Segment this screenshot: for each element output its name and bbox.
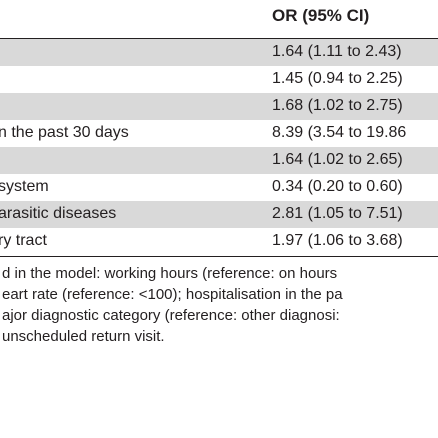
- header-rule: [0, 38, 438, 39]
- table-row: 1.64 (1.02 to 2.65): [0, 147, 438, 174]
- row-value: 1.68 (1.02 to 2.75): [272, 97, 403, 114]
- table-row: system 0.34 (0.20 to 0.60): [0, 174, 438, 201]
- row-value: 0.34 (0.20 to 0.60): [272, 178, 403, 195]
- row-label: n the past 30 days: [0, 124, 129, 141]
- row-value: 1.97 (1.06 to 3.68): [272, 232, 403, 249]
- row-label: ry tract: [0, 232, 47, 249]
- row-label: arasitic diseases: [0, 205, 117, 222]
- table-header: OR (95% CI): [0, 0, 438, 38]
- footnote-line: ajor diagnostic category (reference: oth…: [2, 307, 340, 324]
- footnote-line: eart rate (reference: <100); hospitalisa…: [2, 286, 343, 303]
- table-row: 1.68 (1.02 to 2.75): [0, 93, 438, 120]
- table-row: arasitic diseases 2.81 (1.05 to 7.51): [0, 201, 438, 228]
- row-value: 1.45 (0.94 to 2.25): [272, 70, 403, 87]
- row-value: 1.64 (1.02 to 2.65): [272, 151, 403, 168]
- table-row: n the past 30 days 8.39 (3.54 to 19.86: [0, 120, 438, 147]
- footnote-line: d in the model: working hours (reference…: [2, 265, 338, 282]
- table-bottom-rule: [0, 256, 438, 257]
- table-row: 1.45 (0.94 to 2.25): [0, 66, 438, 93]
- or-column-header: OR (95% CI): [272, 6, 370, 25]
- table-row: 1.64 (1.11 to 2.43): [0, 39, 438, 66]
- table-row: ry tract 1.97 (1.06 to 3.68): [0, 228, 438, 255]
- row-value: 8.39 (3.54 to 19.86: [272, 124, 407, 141]
- footnote-line: unscheduled return visit.: [2, 328, 165, 345]
- row-value: 1.64 (1.11 to 2.43): [272, 43, 402, 60]
- row-label: system: [0, 178, 49, 195]
- row-value: 2.81 (1.05 to 7.51): [272, 205, 403, 222]
